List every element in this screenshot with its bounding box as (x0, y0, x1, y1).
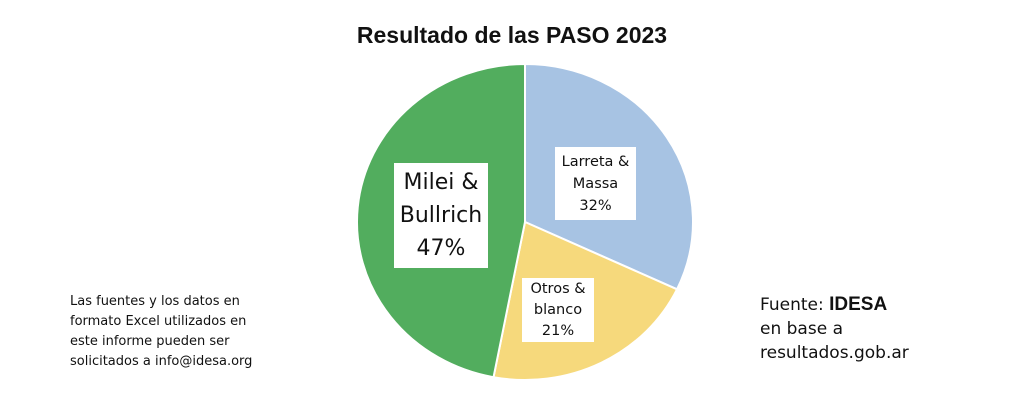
label-value: 21% (541, 322, 575, 339)
label-value: 32% (579, 197, 612, 214)
slice-label-otros-blanco: Otros & blanco 21% (522, 278, 594, 342)
note-line: este informe pueden ser (70, 334, 230, 349)
slice-label-milei-bullrich: Milei & Bullrich 47% (394, 163, 488, 268)
data-note: Las fuentes y los datos en formato Excel… (70, 292, 252, 372)
label-line: Larreta & (561, 153, 630, 170)
slice-label-larreta-massa: Larreta & Massa 32% (555, 147, 636, 220)
note-line: solicitados a info@idesa.org (70, 354, 253, 369)
source-line: en base a (760, 319, 843, 339)
note-line: Las fuentes y los datos en (70, 294, 240, 309)
source-prefix: Fuente: (760, 295, 830, 315)
label-line: Bullrich (399, 203, 483, 228)
source-brand: IDESA (829, 294, 888, 315)
label-line: Otros & (530, 280, 586, 297)
note-line: formato Excel utilizados en (70, 314, 247, 329)
label-line: Massa (572, 175, 619, 192)
source-credit: Fuente: IDESA en base a resultados.gob.a… (760, 293, 909, 365)
source-line: resultados.gob.ar (760, 343, 909, 363)
label-line: blanco (533, 301, 583, 318)
label-line: Milei & (403, 170, 479, 195)
chart-title: Resultado de las PASO 2023 (356, 22, 668, 48)
label-value: 47% (416, 236, 466, 261)
